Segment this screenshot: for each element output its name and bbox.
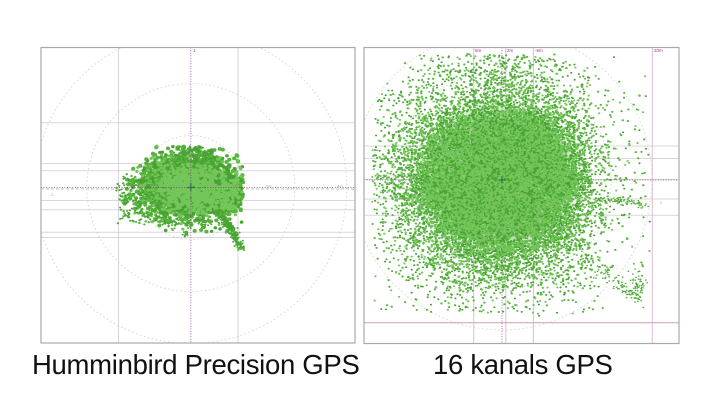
svg-text:2m: 2m <box>266 184 272 189</box>
svg-text:2m: 2m <box>507 48 514 53</box>
svg-text:8m: 8m <box>475 48 482 53</box>
svg-text:-10: -10 <box>388 193 395 198</box>
svg-text:1: 1 <box>193 48 196 53</box>
svg-text:2: 2 <box>660 200 663 205</box>
svg-text:20m: 20m <box>654 48 663 53</box>
svg-text:-2: -2 <box>50 192 54 197</box>
svg-text:-6m: -6m <box>535 48 543 53</box>
svg-text:4m: 4m <box>337 184 343 189</box>
